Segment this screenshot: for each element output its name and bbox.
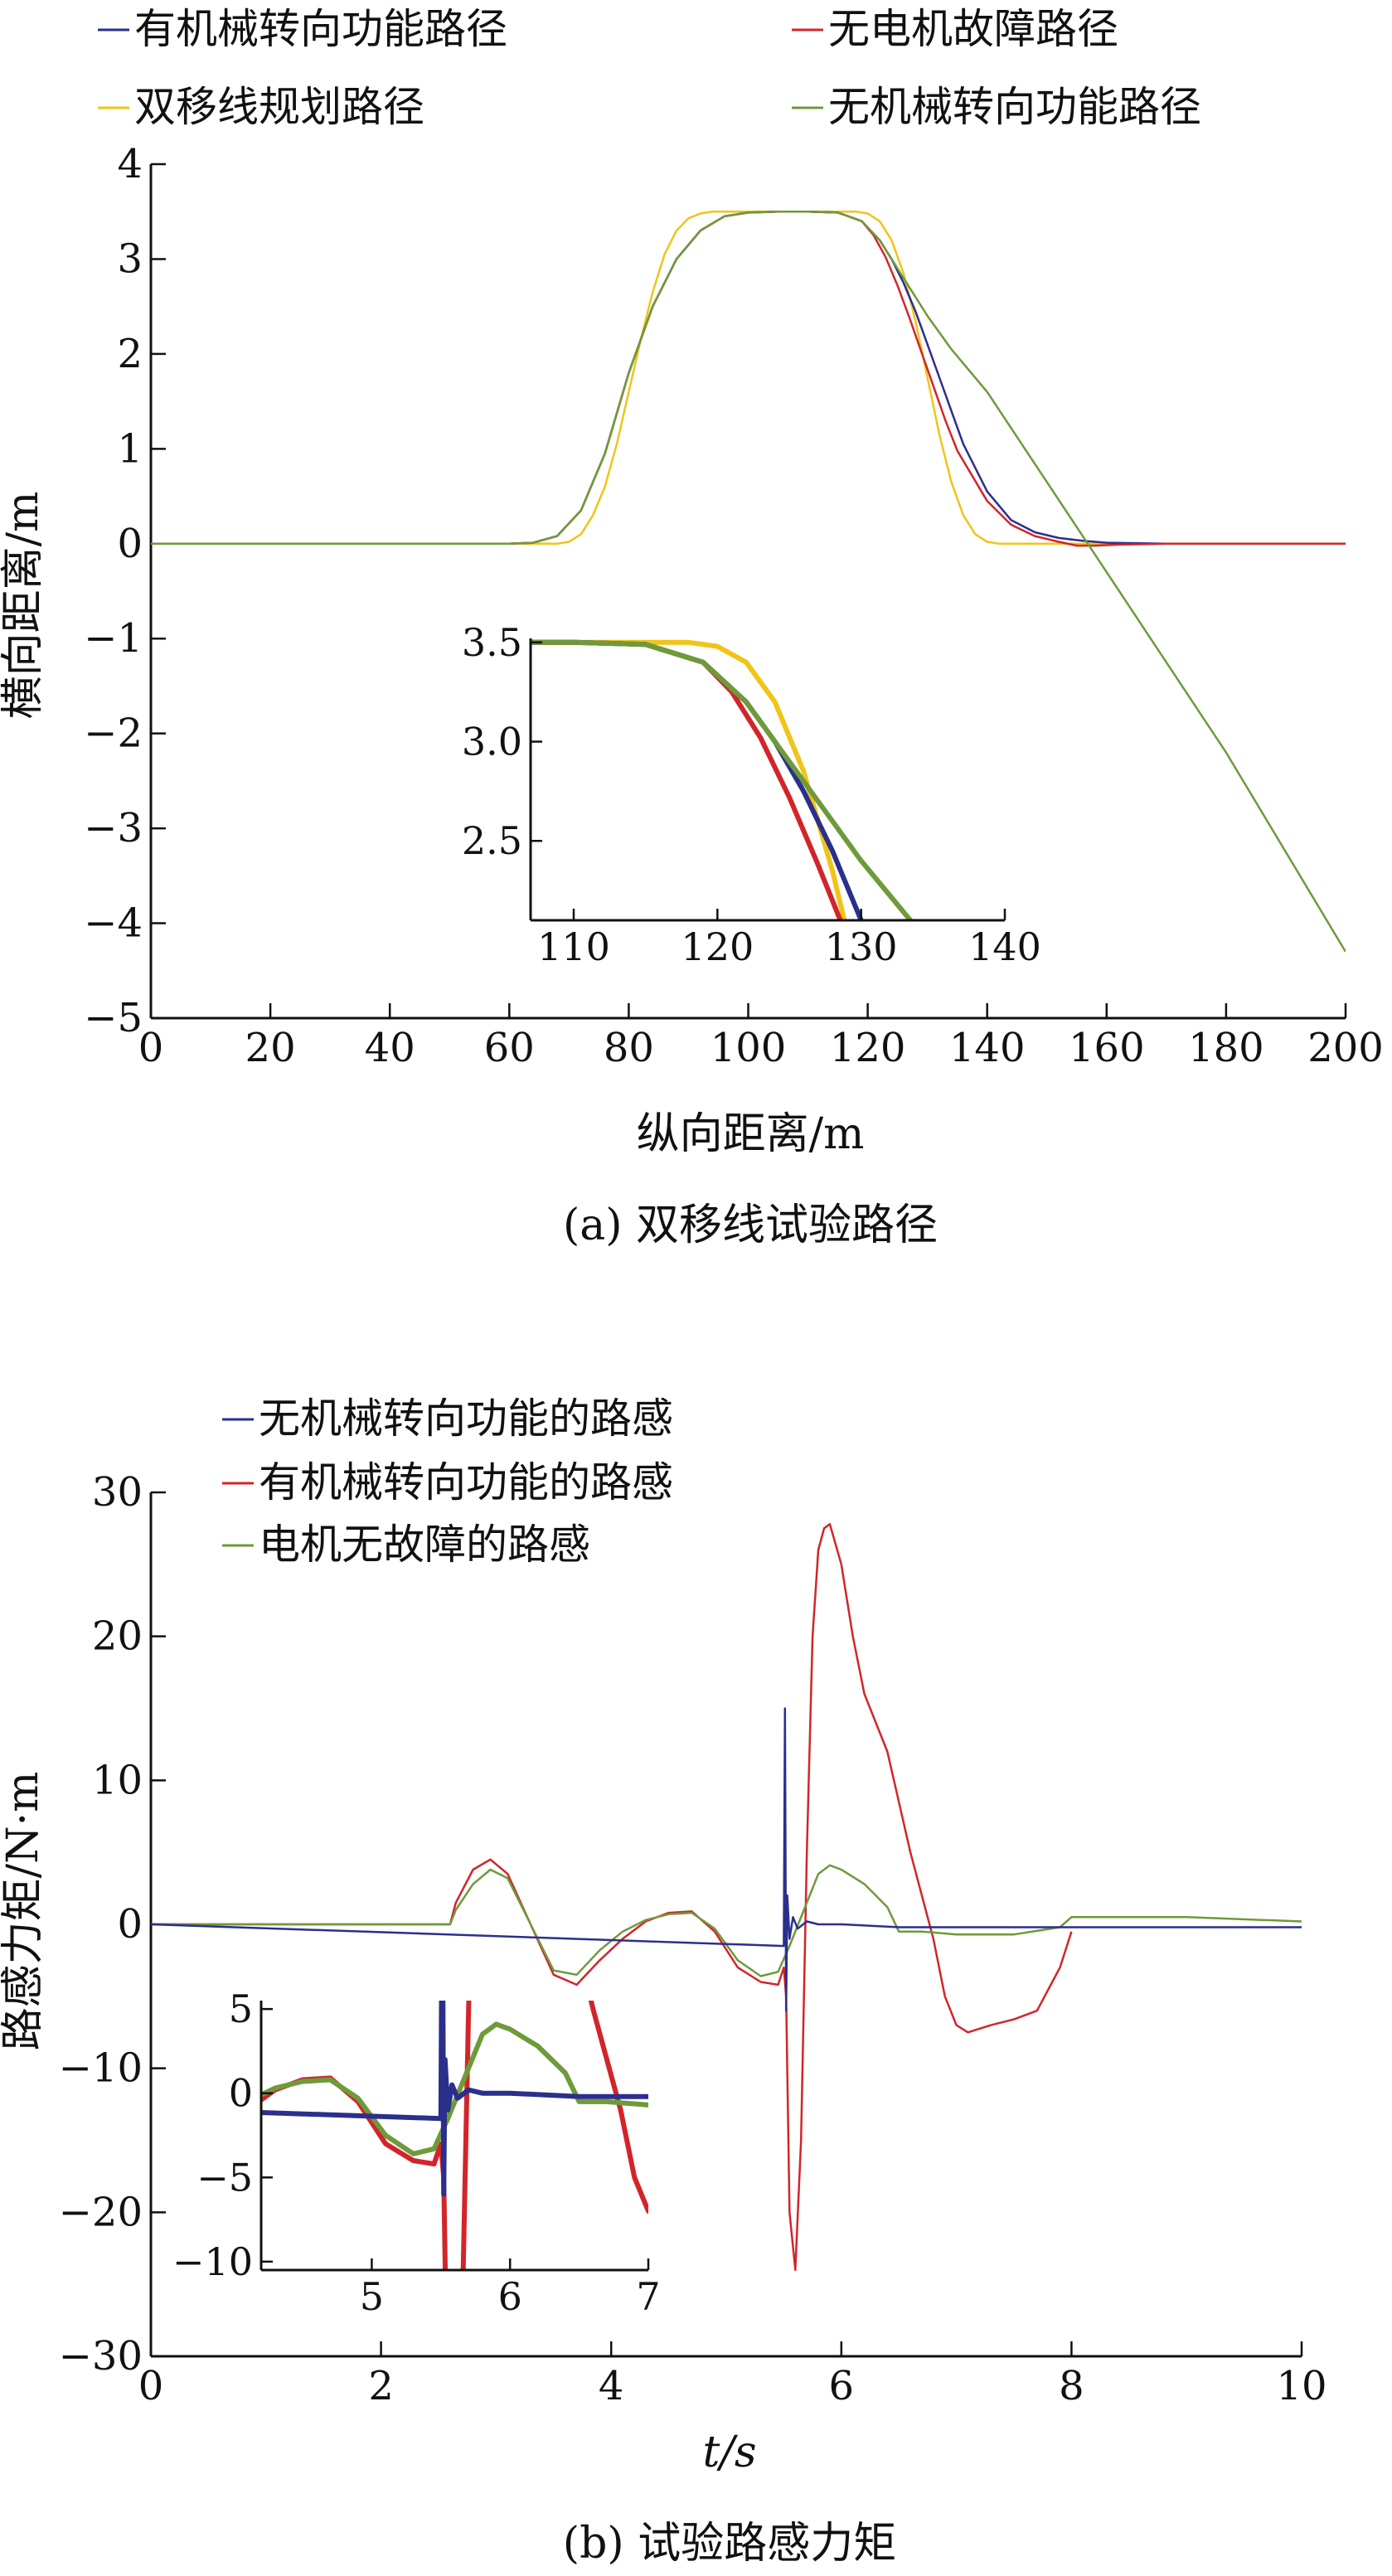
- chart-b-inset-x-tick-label: 5: [360, 2274, 384, 2319]
- chart-a-x-tick-label: 180: [1188, 1025, 1264, 1071]
- chart-a-y-tick-label: −1: [84, 615, 143, 662]
- chart-a-y-tick-label: −3: [84, 805, 143, 851]
- chart-a-inset-y-tick-label: 3.5: [462, 620, 522, 665]
- chart-b-y-tick-label: −10: [59, 2045, 143, 2092]
- chart-a-x-tick-label: 20: [245, 1025, 296, 1071]
- chart-a-y-tick-label: 2: [117, 331, 143, 377]
- chart-b-series-line: [151, 1522, 1073, 2272]
- chart-b-x-tick-label: 2: [368, 2363, 394, 2409]
- chart-a-axes: 0 20 40 60 80 100 120 140 160 180 200−5−4−3−2−1012…: [84, 141, 1384, 1071]
- chart-b-inset-y-tick-label: −5: [196, 2155, 253, 2200]
- chart-b-inset-y-tick-label: 0: [229, 2071, 253, 2116]
- chart-b-y-tick-label: 20: [92, 1613, 143, 1660]
- chart-a-series-line: [151, 210, 1346, 546]
- chart-b-y-tick-label: 0: [117, 1901, 143, 1948]
- chart-a-y-tick-label: 3: [117, 235, 143, 282]
- chart-a-x-tick-label: 200: [1307, 1025, 1384, 1071]
- chart-b-caption: (b) 试验路感力矩: [563, 2519, 896, 2569]
- chart-b-inset-background: [261, 2001, 648, 2270]
- chart-a-x-tick-label: 40: [365, 1025, 415, 1071]
- chart-b-x-tick-label: 6: [829, 2363, 855, 2409]
- chart-b-y-tick-label: −20: [59, 2189, 143, 2235]
- chart-a-inset-y-tick-label: 2.5: [462, 818, 522, 863]
- chart-b-xlabel: t/s: [702, 2428, 756, 2477]
- chart-a-y-tick-label: 0: [117, 521, 143, 567]
- chart-a-legend-label: 有机械转向功能路径: [134, 5, 507, 53]
- chart-a-x-tick-label: 140: [949, 1025, 1026, 1071]
- chart-b-inset-series-line: [261, 2001, 648, 2270]
- chart-b-inset-x-tick-label: 7: [636, 2274, 660, 2319]
- chart-a-legend-label: 无电机故障路径: [828, 5, 1118, 53]
- chart-a-ylabel: 横向距离/m: [0, 492, 48, 720]
- chart-a-x-tick-label: 60: [484, 1025, 535, 1071]
- chart-a-inset-y-tick-label: 3.0: [462, 720, 522, 764]
- chart-b-inset-series-line: [261, 2021, 648, 2156]
- chart-b-inset-x-tick-label: 6: [498, 2274, 522, 2319]
- chart-a-inset-x-tick-label: 110: [537, 924, 610, 969]
- chart-b-ylabel: 路感力矩/N·m: [0, 1772, 48, 2051]
- chart-a-inset-x-tick-label: 130: [825, 924, 898, 969]
- chart-b-series: [151, 1522, 1302, 2272]
- chart-a-y-tick-label: 1: [117, 425, 143, 472]
- chart-a-x-tick-label: 160: [1069, 1025, 1145, 1071]
- chart-a-x-tick-label: 80: [604, 1025, 654, 1071]
- chart-a-xlabel: 纵向距离/m: [637, 1109, 865, 1159]
- chart-b-x-tick-label: 10: [1276, 2363, 1327, 2409]
- chart-a-series-line: [151, 210, 1346, 546]
- chart-b-y-tick-label: 10: [92, 1757, 143, 1803]
- chart-a-y-tick-label: −5: [84, 995, 143, 1041]
- chart-a-legend-label: 无机械转向功能路径: [828, 83, 1201, 131]
- chart-b-series-line: [151, 1864, 1302, 1977]
- chart-b-inset-y-tick-label: −10: [172, 2239, 253, 2284]
- chart-a-x-tick-label: 120: [830, 1025, 906, 1071]
- chart-a-series-line: [151, 210, 1346, 547]
- chart-a-x-tick-label: 100: [711, 1025, 787, 1071]
- chart-b-series-line: [151, 1707, 1302, 2012]
- chart-b-x-tick-label: 4: [599, 2363, 624, 2409]
- chart-b-x-tick-label: 0: [138, 2363, 164, 2409]
- chart-b-legend-label: 无机械转向功能的路感: [259, 1395, 673, 1443]
- chart-a-inset: 110 120 130 140 2.5 3.0 3.5: [462, 620, 1041, 969]
- chart-b-inset: 5 6 7 −10 −5 0 5: [172, 1987, 661, 2319]
- chart-b-y-tick-label: 30: [92, 1469, 143, 1516]
- chart-a-caption: (a) 双移线试验路径: [563, 1201, 938, 1250]
- chart-a-inset-x-tick-label: 140: [968, 924, 1041, 969]
- chart-b-legend-label: 电机无故障的路感: [259, 1521, 590, 1569]
- chart-a-y-tick-label: 4: [117, 141, 143, 187]
- chart-b-inset-series-line: [261, 2001, 648, 2197]
- chart-a-y-tick-label: −4: [84, 900, 143, 947]
- chart-b-inset-y-tick-label: 5: [229, 1987, 253, 2031]
- chart-a-legend-label: 双移线规划路径: [134, 83, 424, 131]
- chart-b-axes: 0 2 4 6 8 10 −30 −20 −10 0 10 20 30: [59, 1469, 1327, 2409]
- chart-a-y-tick-label: −2: [84, 711, 143, 757]
- chart-a-inset-x-tick-label: 120: [681, 924, 754, 969]
- chart-b-legend-label: 有机械转向功能的路感: [259, 1458, 673, 1506]
- chart-a-series-line: [151, 210, 1346, 953]
- chart-b-y-tick-label: −30: [59, 2333, 143, 2380]
- chart-b-x-tick-label: 8: [1059, 2363, 1084, 2409]
- chart-a-inset-series-line: [531, 639, 843, 920]
- chart-a-inset-background: [531, 638, 1005, 920]
- chart-a-series: [151, 210, 1346, 953]
- chart-a-x-tick-label: 0: [138, 1025, 164, 1071]
